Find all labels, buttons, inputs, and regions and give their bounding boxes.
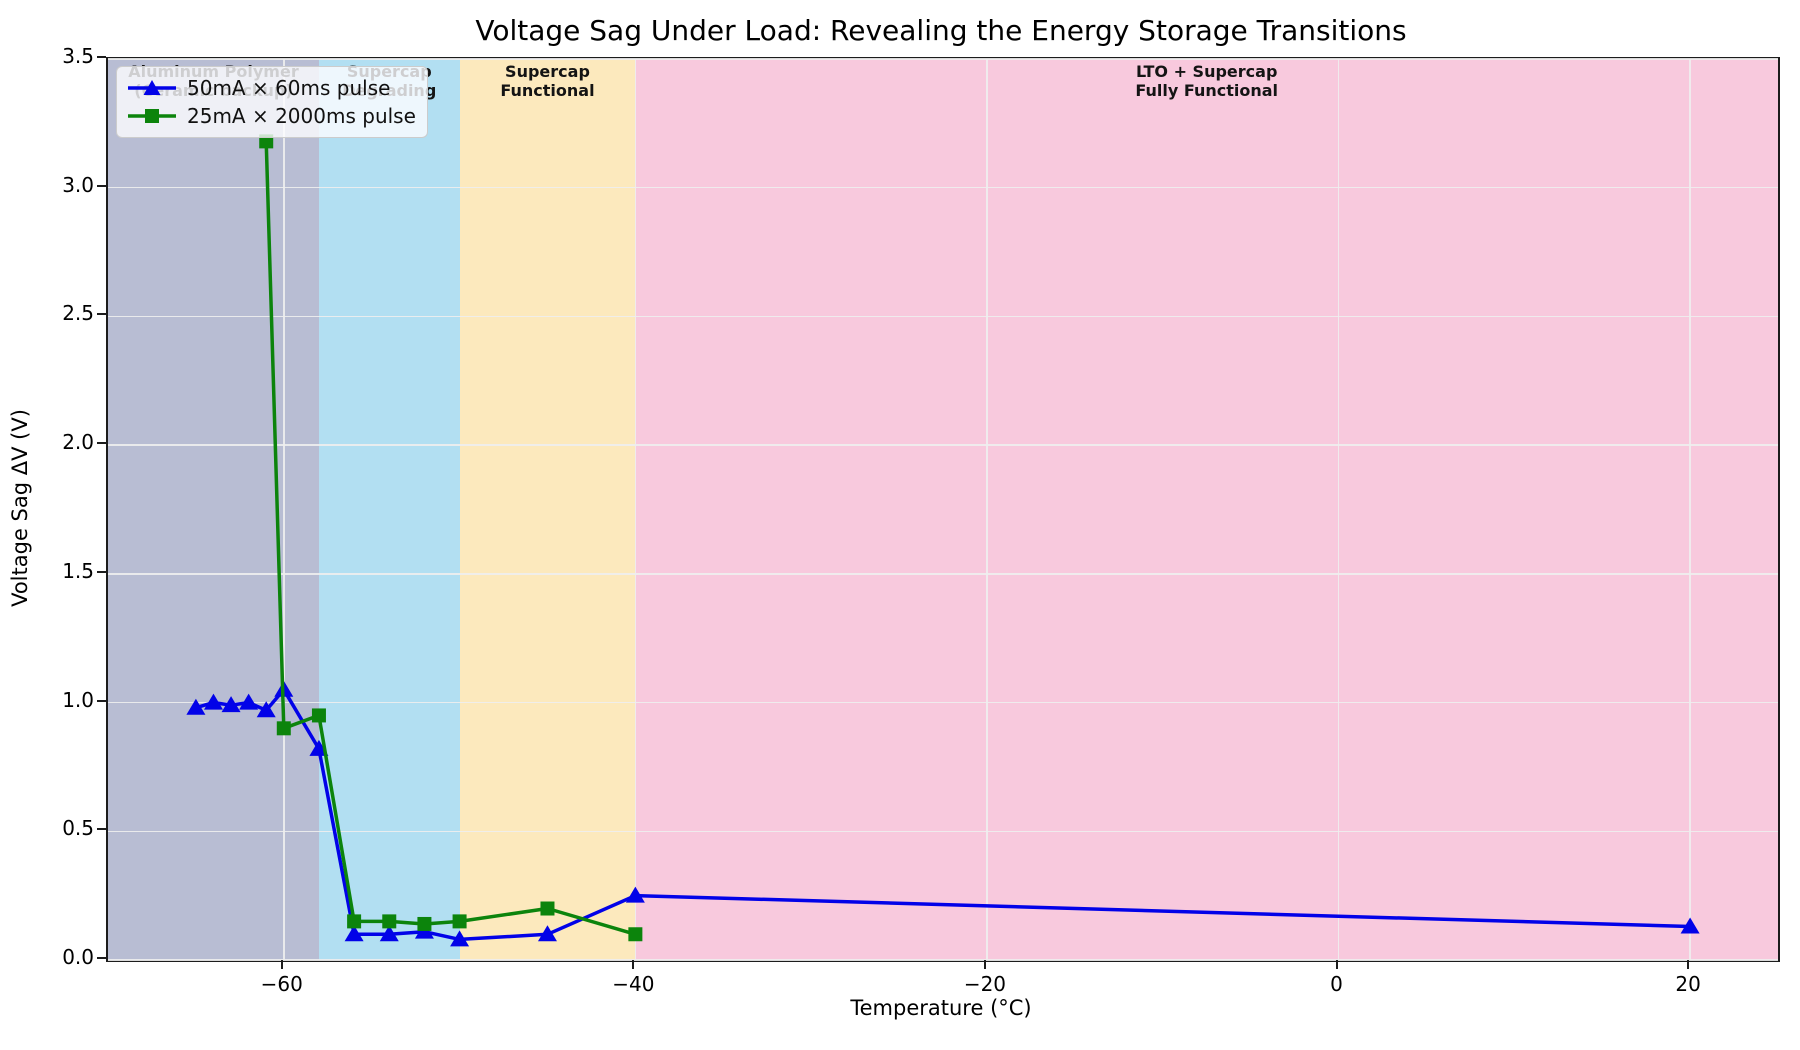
horizontal-gridline [108,58,1778,60]
y-tick-mark [97,828,106,831]
data-point-marker-triangle [203,693,223,710]
horizontal-gridline [108,186,1778,189]
y-tick-mark [97,184,106,187]
y-tick-label: 3.0 [62,172,94,197]
y-tick-label: 1.0 [62,687,94,712]
vertical-gridline [1689,59,1691,960]
region-label-line1: Supercap [505,62,590,81]
data-point-marker-triangle [450,930,470,947]
data-point-marker-triangle [239,693,259,710]
region-band-2 [459,59,636,960]
x-tick-mark [632,960,635,969]
vertical-gridline [986,59,988,960]
data-point-marker-triangle [344,925,364,942]
horizontal-gridline [108,830,1778,833]
horizontal-gridline [108,315,1778,318]
x-tick-label: 0 [1330,972,1343,996]
region-label-line2: Functional [500,81,595,100]
y-axis-label: Voltage Sag ΔV (V) [8,409,32,607]
data-point-marker-square [311,708,326,723]
region-label-line1: LTO + Supercap [1135,62,1278,81]
vertical-gridline [1337,59,1340,960]
data-point-marker-triangle [221,696,241,713]
x-axis-label: Temperature (°C) [850,996,1032,1020]
y-tick-label: 2.5 [62,301,94,326]
y-tick-label: 3.5 [62,44,94,68]
data-point-marker-triangle [186,698,206,715]
series-line-1 [264,141,636,936]
legend-item-1: 25mA × 2000ms pulse [125,102,417,130]
legend-square-marker-icon [128,109,176,123]
y-tick-mark [97,56,106,58]
horizontal-gridline [108,959,1778,961]
horizontal-gridline [108,444,1778,446]
region-band-3 [635,59,1778,960]
x-tick-label: 20 [1675,972,1701,996]
horizontal-gridline [108,573,1778,575]
legend-item-label: 50mA × 60ms pulse [187,76,391,100]
vertical-gridline [634,59,637,960]
y-tick-label: 2.0 [62,430,94,455]
y-tick-mark [97,957,106,959]
data-point-marker-square [452,914,467,929]
y-tick-label: 1.5 [62,558,94,583]
y-tick-mark [97,313,106,316]
data-point-marker-triangle [537,925,557,942]
data-point-marker-triangle [256,701,276,718]
data-point-marker-square [628,927,643,942]
data-point-marker-triangle [625,886,645,903]
data-series-canvas [186,134,1700,947]
x-tick-mark [1687,960,1690,969]
y-tick-mark [97,442,106,445]
data-point-marker-square [276,721,291,736]
vertical-gridline [283,59,285,960]
x-tick-label: −20 [963,972,1007,996]
legend-item-label: 25mA × 2000ms pulse [187,104,416,128]
region-label-line2: Fully Functional [1135,81,1279,100]
y-tick-label: 0.0 [62,945,94,969]
x-tick-mark [983,960,986,969]
legend-item-0: 50mA × 60ms pulse [125,74,417,102]
data-point-marker-square [417,916,432,931]
horizontal-gridline [108,701,1778,704]
data-point-marker-square [347,914,362,929]
y-tick-mark [97,699,106,702]
series-line-0 [195,687,1691,942]
plot-area: Aluminum Polymer(Ceramic backup)Supercap… [106,57,1780,962]
y-tick-mark [97,570,106,573]
legend-triangle-marker-icon [128,80,176,95]
region-label-3: LTO + Supercap Fully Functional [635,62,1778,100]
legend: 50mA × 60ms pulse 25mA × 2000ms pulse [116,66,428,138]
data-point-marker-triangle [1680,917,1700,934]
chart-title: Voltage Sag Under Load: Revealing the En… [475,14,1407,47]
data-point-marker-triangle [379,925,399,942]
y-tick-label: 0.5 [62,816,94,841]
data-point-marker-square [382,914,397,929]
x-tick-mark [280,960,283,969]
x-tick-mark [1335,960,1338,969]
region-label-2: Supercap Functional [460,62,636,100]
x-tick-label: −40 [612,972,655,996]
x-tick-label: −60 [260,972,303,996]
region-band-1 [318,59,460,960]
data-point-marker-square [540,901,555,916]
